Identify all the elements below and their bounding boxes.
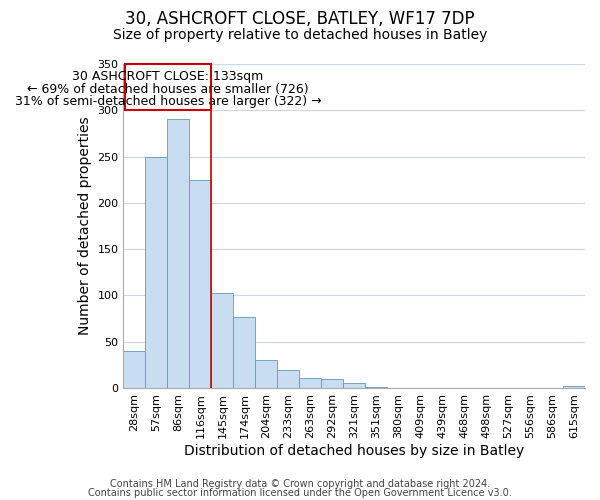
Bar bbox=[343, 384, 365, 388]
Bar bbox=[277, 370, 299, 388]
Bar bbox=[211, 292, 233, 388]
Bar bbox=[299, 378, 321, 388]
Bar bbox=[321, 378, 343, 388]
Bar bbox=[145, 156, 167, 388]
Y-axis label: Number of detached properties: Number of detached properties bbox=[78, 116, 92, 336]
Bar bbox=[365, 387, 387, 388]
Bar bbox=[124, 351, 145, 388]
Bar bbox=[190, 180, 211, 388]
Bar bbox=[233, 316, 256, 388]
Text: Size of property relative to detached houses in Batley: Size of property relative to detached ho… bbox=[113, 28, 487, 42]
Text: Contains HM Land Registry data © Crown copyright and database right 2024.: Contains HM Land Registry data © Crown c… bbox=[110, 479, 490, 489]
Text: 31% of semi-detached houses are larger (322) →: 31% of semi-detached houses are larger (… bbox=[14, 96, 321, 108]
Text: 30, ASHCROFT CLOSE, BATLEY, WF17 7DP: 30, ASHCROFT CLOSE, BATLEY, WF17 7DP bbox=[125, 10, 475, 28]
Bar bbox=[563, 386, 585, 388]
Text: ← 69% of detached houses are smaller (726): ← 69% of detached houses are smaller (72… bbox=[27, 83, 309, 96]
Text: 30 ASHCROFT CLOSE: 133sqm: 30 ASHCROFT CLOSE: 133sqm bbox=[73, 70, 263, 84]
Bar bbox=[125, 64, 211, 110]
X-axis label: Distribution of detached houses by size in Batley: Distribution of detached houses by size … bbox=[184, 444, 524, 458]
Bar bbox=[256, 360, 277, 388]
Bar bbox=[167, 118, 190, 388]
Text: Contains public sector information licensed under the Open Government Licence v3: Contains public sector information licen… bbox=[88, 488, 512, 498]
